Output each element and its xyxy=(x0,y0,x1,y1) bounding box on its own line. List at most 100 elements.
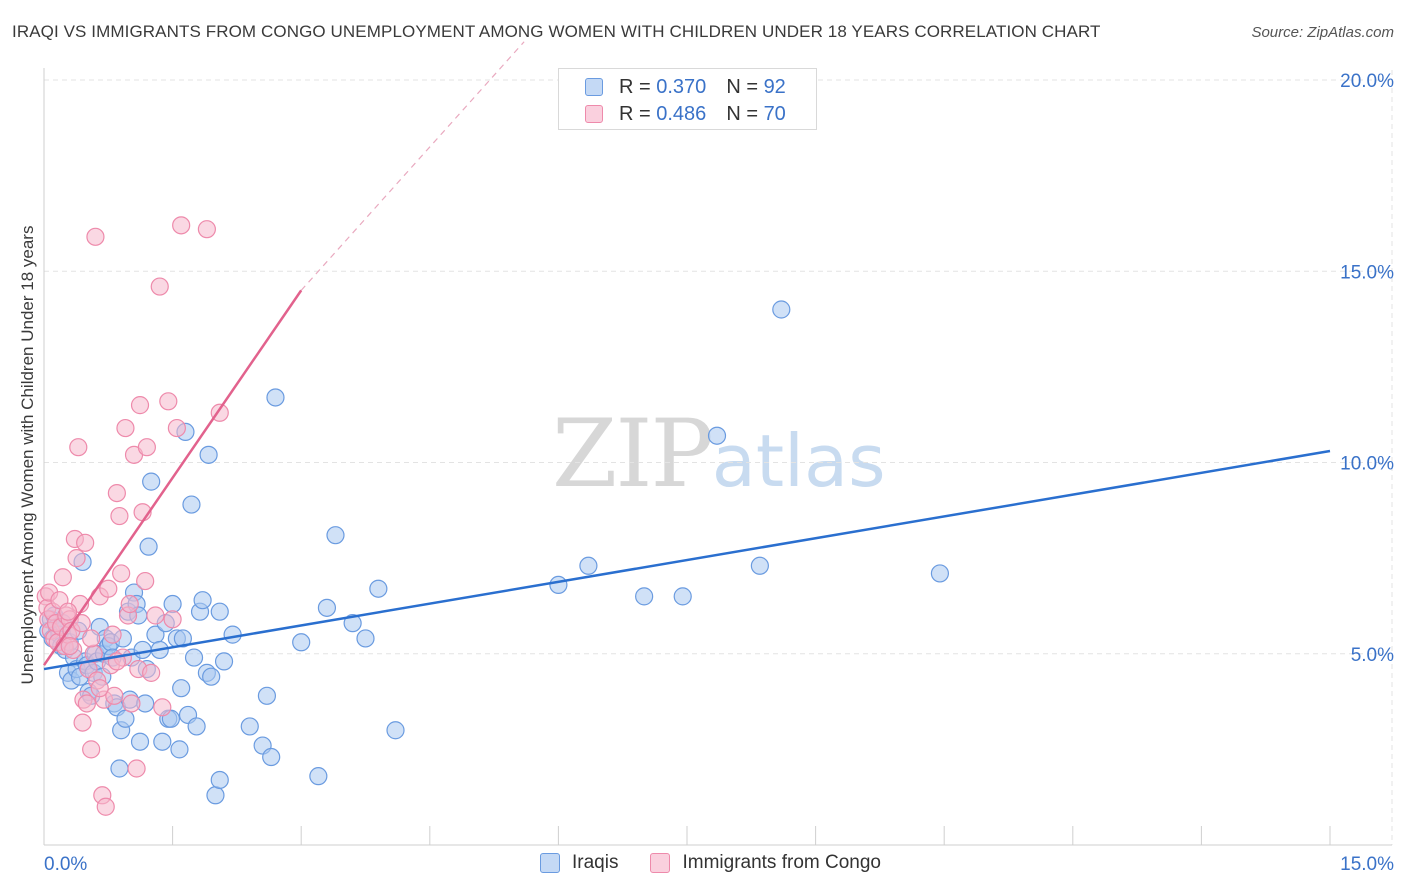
congo-point xyxy=(58,602,78,621)
congo-trend-extension xyxy=(300,41,525,291)
iraqi-point xyxy=(356,629,375,648)
r-value: 0.486 xyxy=(656,102,707,125)
n-label: N = xyxy=(726,102,758,125)
legend-stats: R = 0.370 N = 92 R = 0.486 N = 70 xyxy=(558,68,817,130)
legend-series: Iraqis Immigrants from Congo xyxy=(540,852,913,874)
iraqi-point xyxy=(326,526,345,545)
legend-label: Iraqis xyxy=(572,852,619,873)
iraqi-point xyxy=(930,564,950,583)
congo-point xyxy=(77,694,96,713)
iraqi-point xyxy=(257,686,277,705)
y-tick-label: 5.0% xyxy=(1351,645,1394,666)
iraqi-point xyxy=(579,556,598,575)
congo-point xyxy=(127,759,146,778)
x-tick-label: 0.0% xyxy=(44,854,87,875)
iraqi-point xyxy=(163,594,182,614)
congo-point xyxy=(76,533,95,552)
iraqi-point xyxy=(223,625,242,644)
r-label: R = xyxy=(619,102,651,125)
congo-point xyxy=(153,698,172,717)
legend-item-congo[interactable]: Immigrants from Congo xyxy=(650,852,881,874)
congo-point xyxy=(146,606,165,625)
congo-point xyxy=(137,438,156,457)
congo-point xyxy=(122,694,141,713)
congo-point xyxy=(110,506,129,526)
y-tick-label: 10.0% xyxy=(1340,454,1394,475)
legend-stats-iraqis: R = 0.370 N = 92 xyxy=(585,75,786,99)
legend-item-iraqis[interactable]: Iraqis xyxy=(540,852,618,874)
iraqi-point xyxy=(673,587,692,606)
congo-trend-line xyxy=(42,289,303,666)
congo-point xyxy=(120,594,139,614)
r-value: 0.370 xyxy=(656,75,707,98)
congo-point xyxy=(103,625,122,644)
iraqi-point xyxy=(549,575,568,595)
iraqi-point xyxy=(172,679,191,698)
congo-point xyxy=(67,549,86,568)
iraqi-point xyxy=(116,709,135,728)
iraqi-point xyxy=(214,652,234,671)
congo-point xyxy=(159,392,178,411)
iraqi-trend-line xyxy=(43,449,1331,671)
iraqi-point xyxy=(266,388,285,407)
n-value: 92 xyxy=(763,75,786,98)
legend-stats-congo: R = 0.486 N = 70 xyxy=(585,102,786,126)
congo-point xyxy=(130,396,150,415)
y-axis-label: Unemployment Among Women with Children U… xyxy=(18,225,37,685)
congo-point xyxy=(142,663,161,682)
iraqi-point xyxy=(386,721,405,740)
iraqi-point xyxy=(153,732,172,751)
iraqi-point xyxy=(142,472,161,491)
congo-point xyxy=(105,686,124,705)
congo-point xyxy=(136,571,155,591)
congo-point xyxy=(99,579,118,598)
congo-point xyxy=(150,277,169,296)
iraqi-point xyxy=(199,445,218,464)
iraqi-point xyxy=(317,598,337,617)
y-tick-label: 15.0% xyxy=(1340,262,1394,283)
iraqi-point xyxy=(202,667,221,686)
iraqi-point xyxy=(343,614,362,633)
watermark-zip: ZIP xyxy=(552,400,714,509)
iraqi-point xyxy=(240,717,259,736)
iraqi-point xyxy=(173,629,192,648)
iraqi-point xyxy=(210,602,229,621)
congo-point xyxy=(53,568,72,587)
iraqi-point xyxy=(139,537,158,556)
iraqi-point xyxy=(635,587,654,606)
congo-point xyxy=(172,216,191,235)
x-tick-label: 15.0% xyxy=(1340,854,1394,875)
legend-swatch-blue xyxy=(540,853,560,873)
legend-swatch-blue xyxy=(585,78,603,96)
congo-point xyxy=(82,740,101,759)
y-tick-label: 20.0% xyxy=(1340,71,1394,92)
congo-point xyxy=(112,564,131,583)
iraqi-point xyxy=(187,717,206,736)
n-value: 70 xyxy=(763,102,786,125)
iraqi-point xyxy=(210,770,229,790)
congo-point xyxy=(90,679,109,698)
chart-title: IRAQI VS IMMIGRANTS FROM CONGO UNEMPLOYM… xyxy=(12,22,1101,41)
iraqi-point xyxy=(182,495,201,514)
congo-point xyxy=(116,418,135,438)
congo-point xyxy=(163,610,182,629)
iraqi-point xyxy=(369,579,388,598)
congo-point xyxy=(60,636,79,656)
watermark: ZIPatlas xyxy=(552,400,886,509)
iraqi-point xyxy=(292,633,311,652)
congo-point xyxy=(167,418,186,438)
congo-point xyxy=(86,227,105,246)
source-label: Source: ZipAtlas.com xyxy=(1251,24,1394,41)
congo-point xyxy=(69,438,88,457)
congo-point xyxy=(197,220,216,239)
iraqi-point xyxy=(707,426,727,445)
n-label: N = xyxy=(726,75,758,98)
legend-swatch-pink xyxy=(585,105,603,123)
legend-swatch-pink xyxy=(650,853,671,873)
congo-point xyxy=(82,629,101,648)
iraqi-point xyxy=(170,740,189,759)
legend-label: Immigrants from Congo xyxy=(682,852,881,873)
watermark-atlas: atlas xyxy=(711,419,886,503)
iraqi-point xyxy=(262,747,281,767)
iraqi-point xyxy=(110,759,129,778)
